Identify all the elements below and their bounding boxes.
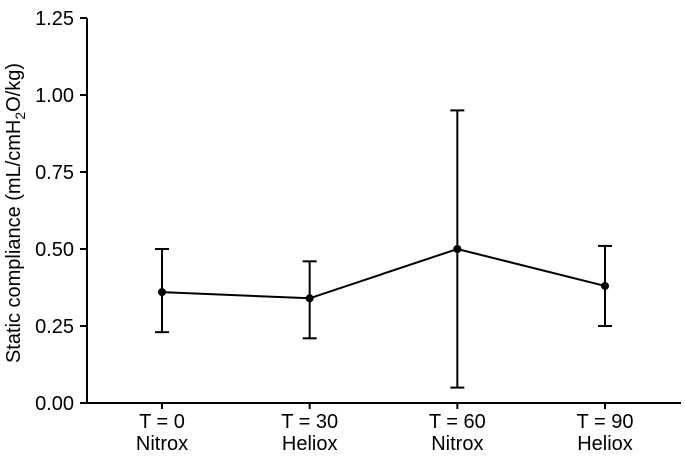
x-tick-label: T = 90 Heliox — [577, 411, 634, 455]
x-tick-label: T = 0 Nitrox — [136, 411, 188, 455]
data-point-marker — [158, 288, 166, 297]
data-point-marker — [453, 245, 462, 253]
x-tick-label: T = 30 Heliox — [281, 411, 338, 455]
y-tick-label: 1.25 — [35, 8, 74, 30]
data-point-marker — [305, 294, 314, 303]
y-tick-label: 0.25 — [35, 316, 74, 338]
data-point-marker — [601, 281, 610, 290]
y-tick-label: 0.75 — [35, 162, 74, 184]
y-axis-label: Static compliance (mL/cmH2O/kg) — [3, 63, 28, 363]
series-line — [161, 247, 606, 300]
y-tick-label: 0.50 — [35, 239, 74, 261]
x-tick-label: T = 60 Nitrox — [429, 411, 486, 455]
y-tick-label: 1.00 — [35, 85, 74, 107]
y-tick-label: 0.00 — [35, 393, 74, 415]
